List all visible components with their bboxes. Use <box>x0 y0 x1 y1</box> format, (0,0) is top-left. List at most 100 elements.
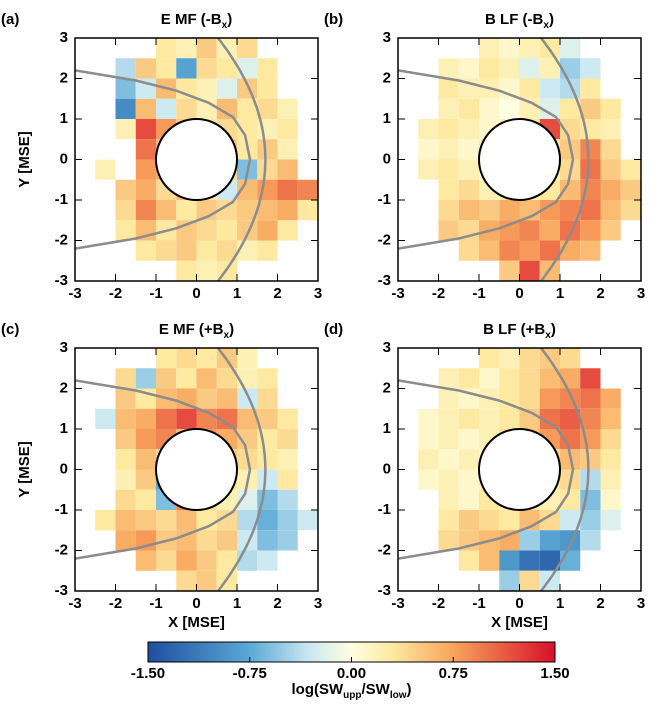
magnetopause <box>398 69 575 250</box>
heatmap-cell <box>418 469 439 490</box>
y-tick-label: -1 <box>378 501 391 518</box>
subscript: x <box>543 20 549 31</box>
heatmap-cell <box>560 429 581 450</box>
heatmap-cell <box>277 510 298 531</box>
x-tick-label: 0 <box>192 595 200 612</box>
heatmap-cell <box>135 98 156 119</box>
heatmap-cell <box>237 429 258 450</box>
heatmap-cell <box>257 159 278 180</box>
heatmap-cell <box>600 489 621 510</box>
y-tick-label: 3 <box>60 339 68 356</box>
heatmap-cell <box>600 159 621 180</box>
text-part: /SW <box>361 681 390 698</box>
panel-label: (c) <box>1 321 19 338</box>
heatmap-cell <box>156 550 177 571</box>
heatmap-cell <box>458 510 479 531</box>
heatmap-cell <box>560 38 581 59</box>
heatmap-cell <box>600 510 621 531</box>
heatmap-cell <box>519 58 540 79</box>
heatmap-cell <box>257 200 278 221</box>
heatmap-cell <box>539 220 560 241</box>
heatmap-cell <box>156 200 177 221</box>
x-tick-label: -1 <box>472 595 485 612</box>
heatmap-cell <box>519 260 540 281</box>
heatmap-cell <box>277 408 298 429</box>
x-tick-label: 2 <box>273 285 281 302</box>
heatmap-cell <box>479 368 500 389</box>
heatmap-cell <box>115 200 136 221</box>
heatmap-cell <box>479 240 500 261</box>
heatmap-cell <box>176 408 197 429</box>
heatmap-cell <box>115 510 136 531</box>
heatmap-cell <box>539 78 560 99</box>
heatmap-cell <box>196 78 217 99</box>
heatmap-cell <box>257 510 278 531</box>
heatmap-cell <box>115 388 136 409</box>
bow-shock <box>539 38 590 281</box>
heatmap-cell <box>499 408 520 429</box>
heatmap-cell <box>277 98 298 119</box>
subscript: x <box>222 20 228 31</box>
y-axis-label: Y [MSE] <box>16 131 33 187</box>
heatmap-cell <box>216 98 237 119</box>
heatmap-cell <box>458 368 479 389</box>
heatmap-cell <box>479 348 500 369</box>
y-tick-label: 0 <box>383 460 391 477</box>
x-tick-label: -2 <box>109 595 122 612</box>
heatmap-cell <box>580 510 601 531</box>
heatmap-cell <box>519 78 540 99</box>
heatmap-cell <box>438 510 459 531</box>
heatmap-cell <box>196 240 217 261</box>
heatmap-cell <box>539 200 560 221</box>
y-tick-label: 0 <box>60 150 68 167</box>
heatmap-cell <box>499 510 520 531</box>
heatmap-cell <box>539 240 560 261</box>
heatmap-cell <box>580 388 601 409</box>
heatmap-cell <box>216 368 237 389</box>
x-tick-label: 2 <box>596 595 604 612</box>
panel-title: B LF (+Bx) <box>483 321 556 341</box>
plot-area <box>398 348 621 591</box>
heatmap-cell <box>257 98 278 119</box>
heatmap-cell <box>600 469 621 490</box>
planet <box>478 118 561 201</box>
x-tick-label: 2 <box>273 595 281 612</box>
heatmap-cell <box>479 550 500 571</box>
heatmap-cell <box>115 179 136 200</box>
heatmap-cell <box>418 408 439 429</box>
heatmap-cell <box>600 388 621 409</box>
heatmap-cell <box>458 98 479 119</box>
x-tick-label: 1 <box>556 285 564 302</box>
y-tick-label: -3 <box>55 582 68 599</box>
magnetopause <box>75 69 252 250</box>
heatmap-cell <box>135 58 156 79</box>
x-tick-label: 3 <box>637 285 645 302</box>
x-tick-label: -2 <box>432 285 445 302</box>
x-tick-label: 1 <box>233 285 241 302</box>
heatmap-cell <box>560 348 581 369</box>
heatmap-cell <box>257 388 278 409</box>
x-axis-label: X [MSE] <box>491 614 548 631</box>
heatmap-cell <box>499 98 520 119</box>
heatmap-cell <box>438 408 459 429</box>
heatmap-cell <box>196 388 217 409</box>
heatmap-cell <box>216 510 237 531</box>
y-axis-label: Y [MSE] <box>16 441 33 497</box>
heatmap-cell <box>580 159 601 180</box>
heatmap-cell <box>479 58 500 79</box>
colorbar-tick-label: -0.75 <box>233 665 267 682</box>
heatmap-cell <box>237 348 258 369</box>
heatmap-cell <box>176 368 197 389</box>
heatmap-cell <box>438 119 459 140</box>
heatmap-cell <box>438 139 459 160</box>
heatmap-cell <box>216 220 237 241</box>
heatmap-cell <box>135 489 156 510</box>
heatmap-cell <box>277 139 298 160</box>
heatmap-cell <box>135 240 156 261</box>
heatmap-cell <box>539 58 560 79</box>
heatmap-cell <box>600 429 621 450</box>
heatmap-cell <box>277 449 298 470</box>
heatmap-cell <box>216 58 237 79</box>
heatmap-cell <box>438 388 459 409</box>
heatmap-cell <box>176 570 197 591</box>
